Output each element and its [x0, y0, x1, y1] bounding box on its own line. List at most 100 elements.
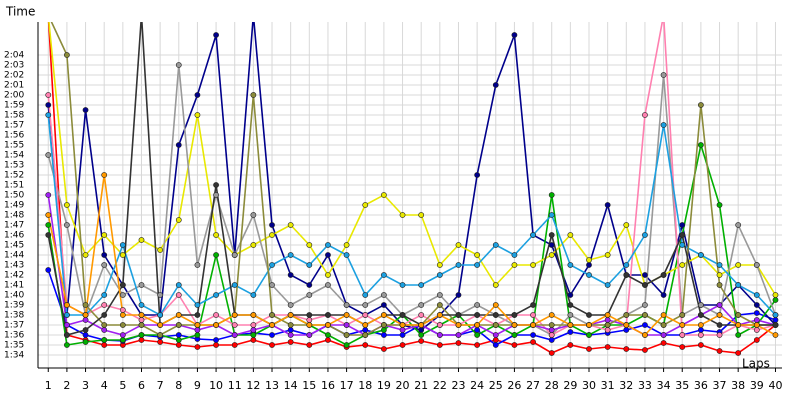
x-tick-label: 27: [526, 379, 540, 392]
point: [45, 152, 52, 158]
point: [231, 282, 238, 288]
point: [380, 322, 387, 328]
y-tick-label: 1:35: [4, 341, 24, 351]
point: [157, 312, 164, 318]
point: [697, 102, 704, 108]
point: [548, 192, 555, 198]
point: [343, 242, 350, 248]
point: [213, 342, 219, 348]
point: [119, 292, 126, 298]
point: [716, 282, 723, 288]
point: [511, 342, 518, 348]
point: [306, 312, 313, 318]
point: [586, 322, 592, 328]
point: [250, 337, 257, 343]
point: [213, 192, 219, 198]
point: [623, 346, 630, 352]
point: [735, 282, 742, 288]
point: [46, 12, 51, 17]
point: [716, 302, 723, 308]
y-tick-label: 1:54: [4, 151, 24, 161]
point: [325, 332, 331, 338]
point: [474, 252, 481, 258]
point: [362, 327, 369, 333]
point: [231, 252, 238, 258]
point: [492, 282, 499, 288]
x-tick-label: 13: [265, 379, 279, 392]
point: [194, 344, 201, 350]
x-tick-label: 31: [601, 379, 615, 392]
x-tick-label: 1: [45, 379, 52, 392]
point: [82, 302, 89, 308]
point: [604, 312, 611, 318]
point: [175, 322, 182, 328]
point: [399, 282, 406, 288]
point: [642, 302, 648, 308]
point: [642, 282, 648, 288]
x-tick-label: 15: [302, 379, 316, 392]
point: [716, 312, 723, 318]
point: [325, 337, 331, 343]
point: [399, 322, 406, 328]
x-tick-label: 40: [768, 379, 782, 392]
y-tick-label: 1:52: [4, 171, 24, 181]
point: [119, 282, 126, 288]
point: [231, 322, 238, 328]
point: [119, 307, 126, 313]
point: [418, 338, 425, 344]
point: [474, 342, 481, 348]
y-tick-label: 1:55: [4, 141, 24, 151]
x-tick-label: 29: [563, 379, 577, 392]
point: [474, 312, 481, 318]
point: [697, 302, 704, 308]
point: [511, 332, 518, 338]
y-tick-label: 1:44: [4, 251, 24, 261]
point: [492, 302, 499, 308]
point: [735, 332, 742, 338]
point: [82, 332, 89, 338]
point: [306, 282, 313, 288]
point: [697, 327, 704, 333]
point: [772, 312, 779, 318]
point: [418, 302, 425, 308]
point: [642, 272, 648, 278]
point: [679, 322, 686, 328]
x-tick-label: 8: [175, 379, 182, 392]
point: [138, 302, 145, 308]
point: [753, 262, 760, 268]
point: [45, 102, 52, 108]
point: [399, 342, 406, 348]
point: [45, 267, 52, 273]
y-tick-label: 1:37: [4, 321, 24, 331]
point: [604, 252, 611, 258]
point: [660, 340, 667, 346]
point: [101, 302, 108, 308]
point: [325, 322, 331, 328]
point: [306, 262, 313, 268]
point: [716, 272, 723, 278]
point: [511, 262, 518, 268]
point: [511, 252, 518, 258]
x-tick-label: 16: [321, 379, 335, 392]
x-tick-label: 24: [470, 379, 484, 392]
point: [455, 340, 462, 346]
point: [250, 332, 257, 338]
plot-area: [45, 12, 779, 356]
point: [119, 337, 126, 343]
point: [343, 332, 350, 338]
x-tick-label: 28: [545, 379, 559, 392]
point: [436, 292, 443, 298]
point: [287, 222, 294, 228]
point: [138, 317, 145, 323]
grid: [38, 22, 782, 368]
point: [642, 347, 648, 353]
point: [586, 272, 592, 278]
point: [157, 247, 164, 253]
point: [213, 252, 219, 258]
point: [679, 332, 686, 338]
point: [735, 322, 742, 328]
y-tick-label: 1:45: [4, 241, 24, 251]
point: [567, 292, 574, 298]
point: [753, 327, 760, 333]
y-tick-label: 1:59: [4, 101, 24, 111]
